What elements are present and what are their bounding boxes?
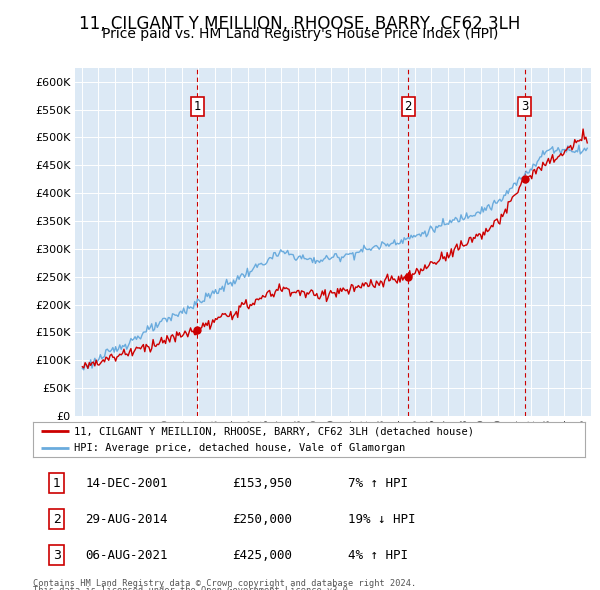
Text: 2: 2 bbox=[404, 100, 412, 113]
Text: 29-AUG-2014: 29-AUG-2014 bbox=[85, 513, 168, 526]
Text: Price paid vs. HM Land Registry's House Price Index (HPI): Price paid vs. HM Land Registry's House … bbox=[102, 27, 498, 41]
Text: 4% ↑ HPI: 4% ↑ HPI bbox=[347, 549, 407, 562]
Text: 7% ↑ HPI: 7% ↑ HPI bbox=[347, 477, 407, 490]
Text: This data is licensed under the Open Government Licence v3.0.: This data is licensed under the Open Gov… bbox=[33, 586, 353, 590]
Text: £425,000: £425,000 bbox=[232, 549, 292, 562]
Text: 1: 1 bbox=[53, 477, 61, 490]
Text: 3: 3 bbox=[521, 100, 529, 113]
Text: 11, CILGANT Y MEILLION, RHOOSE, BARRY, CF62 3LH: 11, CILGANT Y MEILLION, RHOOSE, BARRY, C… bbox=[79, 15, 521, 33]
Text: 1: 1 bbox=[194, 100, 201, 113]
Text: 06-AUG-2021: 06-AUG-2021 bbox=[85, 549, 168, 562]
Text: 3: 3 bbox=[53, 549, 61, 562]
Text: 11, CILGANT Y MEILLION, RHOOSE, BARRY, CF62 3LH (detached house): 11, CILGANT Y MEILLION, RHOOSE, BARRY, C… bbox=[74, 427, 475, 437]
Text: 2: 2 bbox=[53, 513, 61, 526]
Text: Contains HM Land Registry data © Crown copyright and database right 2024.: Contains HM Land Registry data © Crown c… bbox=[33, 579, 416, 588]
Text: £153,950: £153,950 bbox=[232, 477, 292, 490]
Text: £250,000: £250,000 bbox=[232, 513, 292, 526]
Text: 19% ↓ HPI: 19% ↓ HPI bbox=[347, 513, 415, 526]
Text: HPI: Average price, detached house, Vale of Glamorgan: HPI: Average price, detached house, Vale… bbox=[74, 442, 406, 453]
Text: 14-DEC-2001: 14-DEC-2001 bbox=[85, 477, 168, 490]
